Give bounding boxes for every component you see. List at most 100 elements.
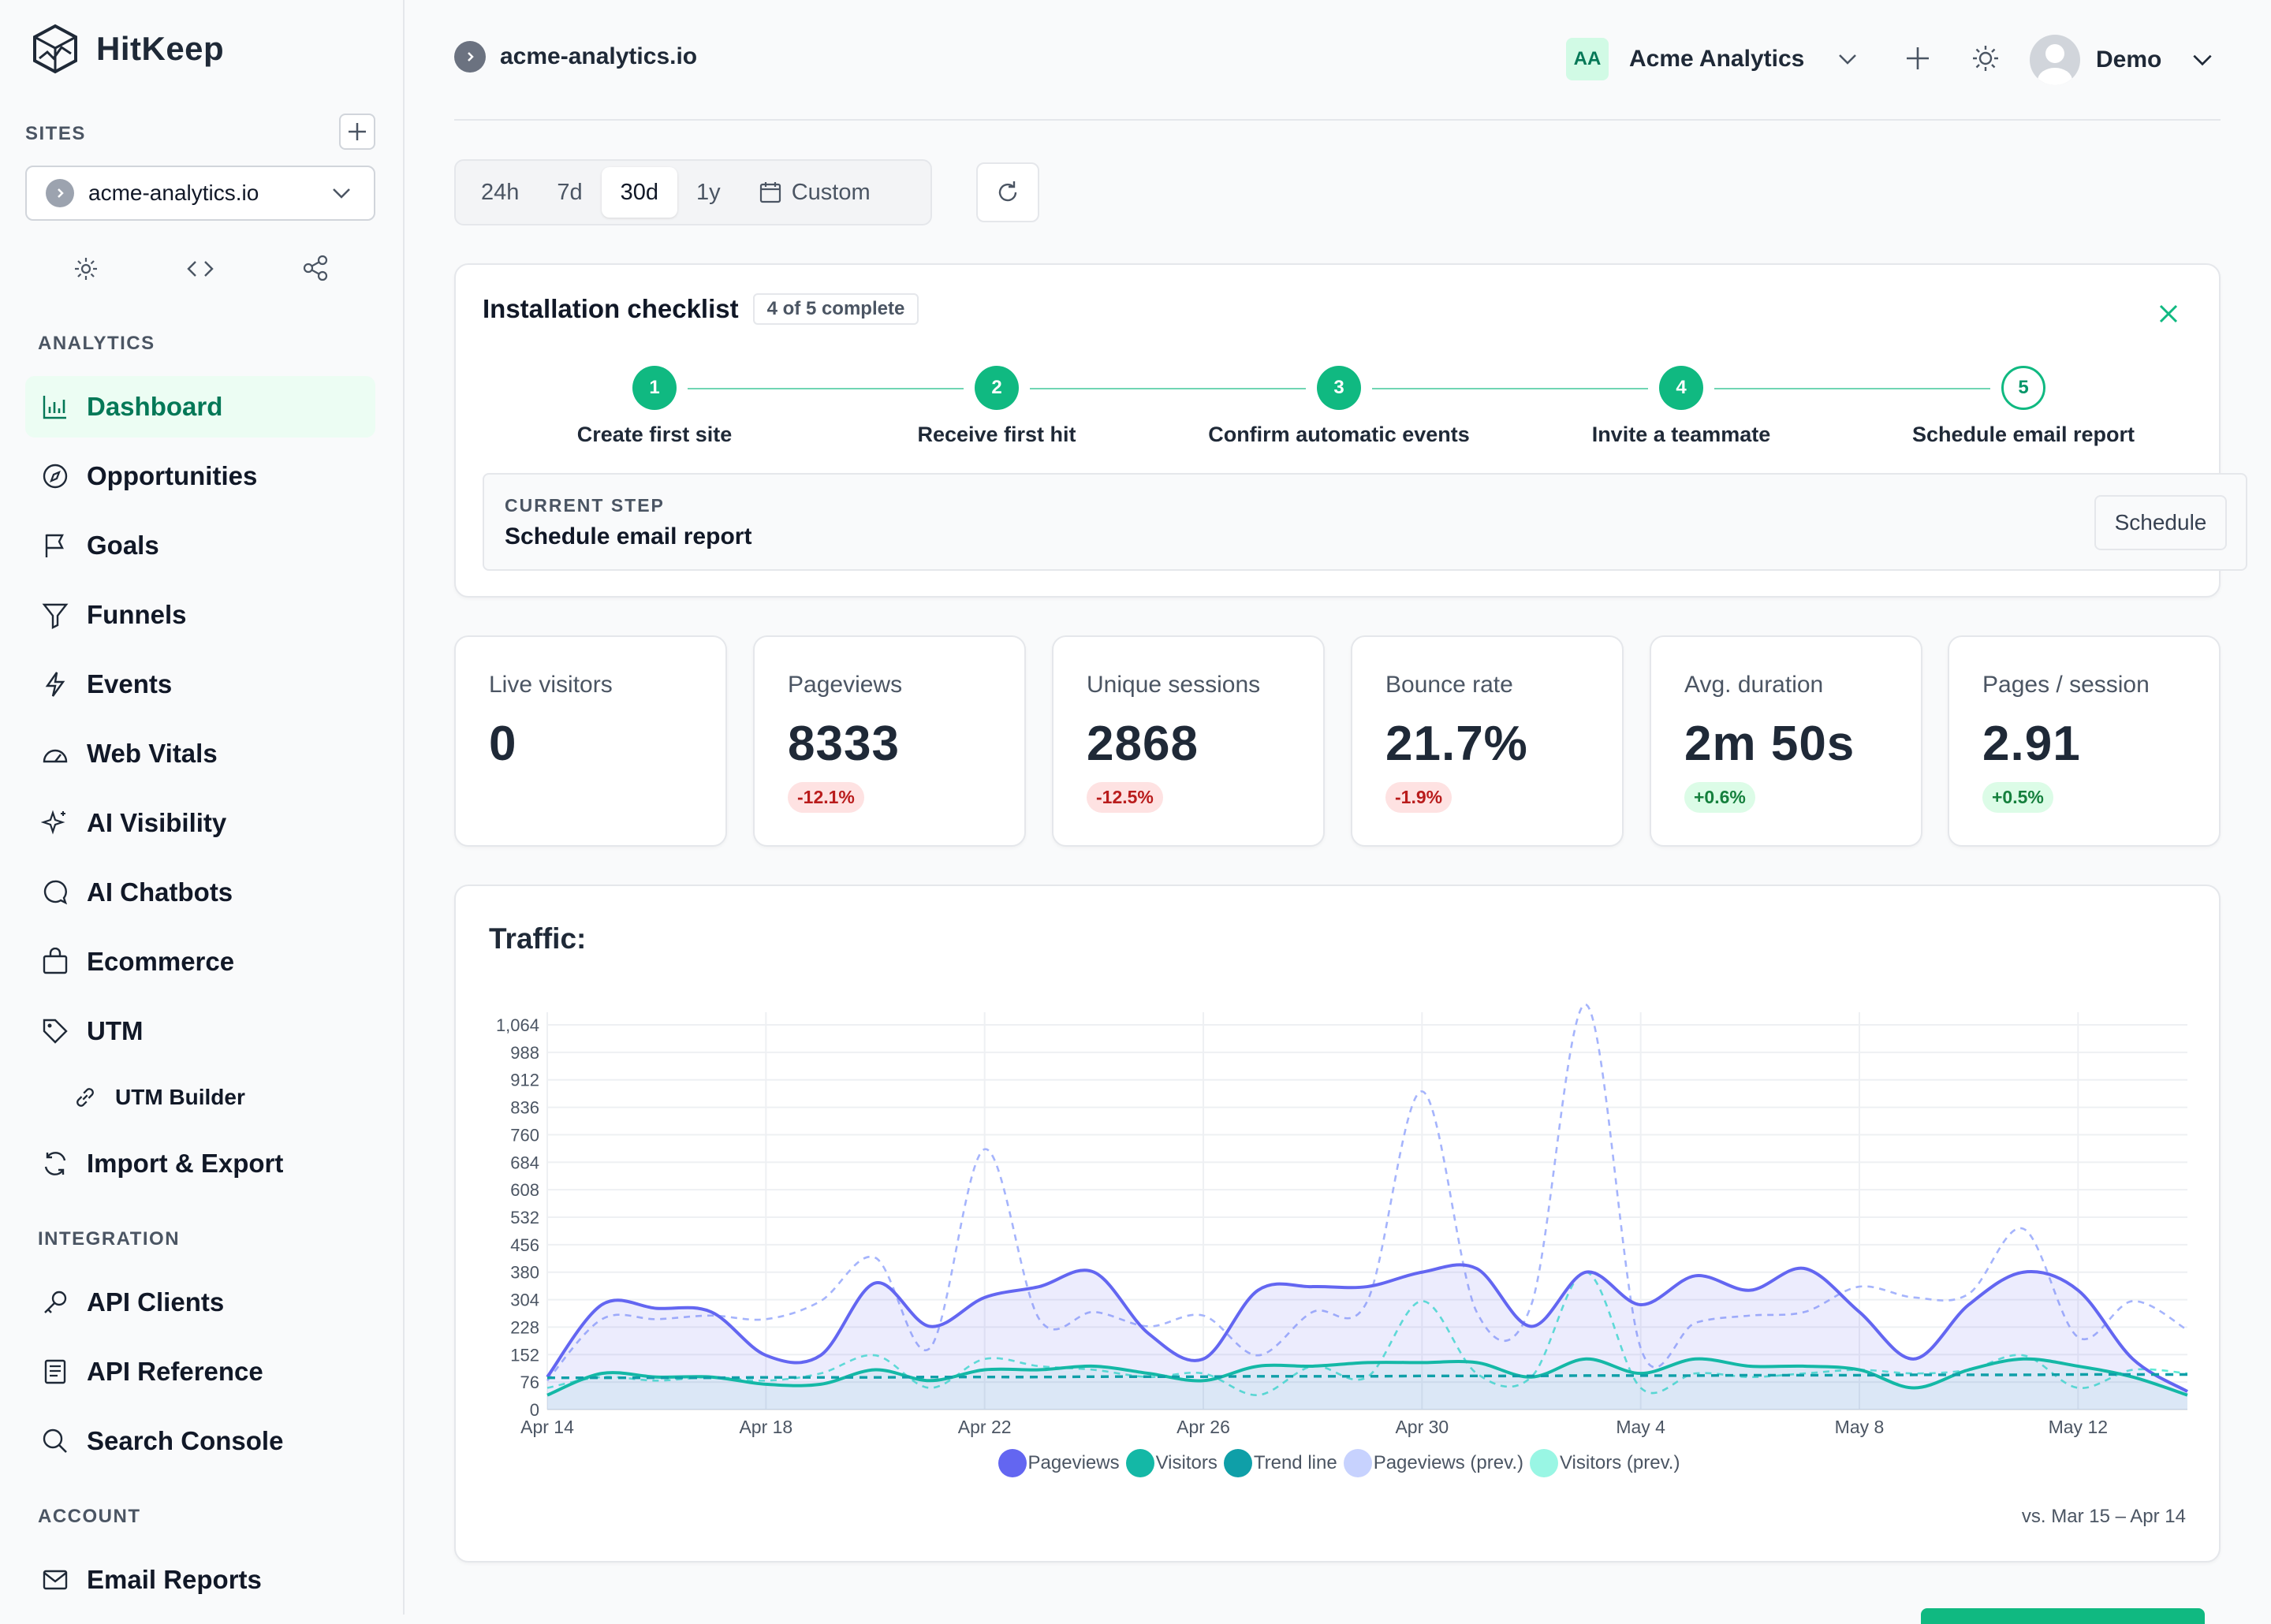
site-selector-value: acme-analytics.io [88, 181, 259, 205]
legend-swatch [1343, 1449, 1372, 1477]
nav-api-clients[interactable]: API Clients [25, 1272, 375, 1333]
add-plus-icon[interactable] [1904, 44, 1932, 73]
stat-card-bounce-rate[interactable]: Bounce rate 21.7% -1.9% [1351, 635, 1624, 847]
series-visitors-line[interactable] [546, 1357, 2188, 1397]
nav-opportunities[interactable]: Opportunities [25, 445, 375, 507]
legend-item[interactable]: Pageviews (prev.) [1343, 1449, 1523, 1477]
range-30d[interactable]: 30d [601, 167, 678, 218]
sidebar: HitKeep SITES acme-analytics.io ANALYTIC… [0, 0, 405, 1615]
stat-change-badge: +0.6% [1684, 782, 1755, 813]
nav-events[interactable]: Events [25, 654, 375, 715]
legend-label: Pageviews [1027, 1452, 1120, 1473]
step-1-label: Create first site [576, 423, 733, 446]
close-icon[interactable] [2156, 301, 2181, 326]
x-tick-label: May 8 [1835, 1417, 1885, 1437]
step-3-circle[interactable]: 3 [1317, 366, 1361, 410]
step-connector [1714, 388, 1990, 389]
x-tick-label: Apr 30 [1395, 1417, 1449, 1437]
checklist-progress-badge: 4 of 5 complete [752, 293, 919, 325]
plus-icon [349, 123, 366, 140]
legend-swatch [1529, 1449, 1558, 1477]
nav-ai-visibility[interactable]: AI Visibility [25, 792, 375, 854]
schedule-button[interactable]: Schedule [2094, 495, 2227, 550]
add-site-button[interactable] [339, 114, 375, 150]
stat-label: Bounce rate [1385, 672, 1513, 698]
nav-label: Funnels [87, 600, 187, 629]
stat-card-live-visitors[interactable]: Live visitors 0 [454, 635, 727, 847]
y-tick-label: 608 [510, 1180, 539, 1200]
legend-item[interactable]: Visitors (prev.) [1529, 1449, 1680, 1477]
bolt-icon [45, 672, 65, 697]
nav-import-export[interactable]: Import & Export [25, 1133, 375, 1194]
nav-email-reports[interactable]: Email Reports [25, 1549, 375, 1611]
series-visitors-prev-line[interactable] [546, 1271, 2188, 1396]
y-tick-label: 988 [510, 1043, 539, 1063]
calendar-icon [759, 182, 781, 203]
range-custom[interactable]: Custom [740, 167, 889, 218]
stat-card-avg-duration[interactable]: Avg. duration 2m 50s +0.6% [1650, 635, 1922, 847]
legend-item[interactable]: Pageviews [998, 1449, 1120, 1477]
range-1y[interactable]: 1y [696, 179, 721, 205]
y-tick-label: 76 [520, 1373, 539, 1392]
legend-item[interactable]: Trend line [1223, 1449, 1337, 1477]
refresh-button[interactable] [976, 162, 1039, 222]
site-selector[interactable]: acme-analytics.io [25, 166, 375, 221]
user-avatar [2030, 35, 2080, 85]
installation-checklist-card: Installation checklist 4 of 5 complete 1… [454, 263, 2247, 598]
footer-action-button[interactable] [1921, 1608, 2205, 1624]
nav-label: Search Console [87, 1426, 284, 1455]
nav-label: UTM Builder [115, 1085, 245, 1109]
y-tick-label: 836 [510, 1098, 539, 1118]
code-icon[interactable] [186, 255, 214, 282]
nav-label: Ecommerce [87, 947, 235, 976]
user-menu[interactable]: Demo [2030, 35, 2215, 85]
series-pageviews-prev-line[interactable] [546, 1003, 2188, 1382]
legend-swatch [998, 1449, 1027, 1477]
series-pageviews-line[interactable] [546, 1263, 2189, 1393]
org-switcher[interactable]: AA Acme Analytics [1566, 38, 1859, 80]
series-pageviews-area [547, 1265, 2187, 1410]
stat-card-unique-sessions[interactable]: Unique sessions 2868 -12.5% [1052, 635, 1325, 847]
nav-ecommerce[interactable]: Ecommerce [25, 931, 375, 993]
logo[interactable]: HitKeep [32, 24, 224, 74]
share-icon[interactable] [301, 254, 330, 282]
series-trend-line-line[interactable] [546, 1373, 2187, 1380]
nav-label: Opportunities [87, 461, 258, 490]
chevron-down-icon [2193, 54, 2212, 66]
nav-search-console[interactable]: Search Console [25, 1410, 375, 1472]
nav-dashboard[interactable]: Dashboard [25, 376, 375, 438]
nav-utm[interactable]: UTM [25, 1000, 375, 1062]
sparkle-icon [41, 810, 65, 835]
nav-label: Import & Export [87, 1149, 284, 1178]
step-4-circle[interactable]: 4 [1659, 366, 1703, 410]
step-1-circle[interactable]: 1 [632, 366, 677, 410]
stat-card-pages-per-session[interactable]: Pages / session 2.91 +0.5% [1948, 635, 2221, 847]
legend-item[interactable]: Visitors [1125, 1449, 1218, 1477]
stat-card-pageviews[interactable]: Pageviews 8333 -12.1% [753, 635, 1026, 847]
nav-utm-builder[interactable]: UTM Builder [25, 1067, 375, 1128]
nav-ai-chatbots[interactable]: AI Chatbots [25, 862, 375, 923]
header-site[interactable]: acme-analytics.io [454, 41, 697, 73]
site-settings-gear-icon[interactable] [73, 255, 99, 282]
nav-funnels[interactable]: Funnels [25, 584, 375, 646]
nav-web-vitals[interactable]: Web Vitals [25, 723, 375, 784]
range-24h[interactable]: 24h [481, 179, 520, 205]
y-tick-label: 684 [510, 1153, 539, 1172]
x-tick-label: Apr 26 [1177, 1417, 1230, 1437]
traffic-chart[interactable]: 0 76 152 228 304 380 456 532 608 684 760 836 912 988 1… [456, 886, 2222, 1454]
nav-api-reference[interactable]: API Reference [25, 1341, 375, 1402]
nav-label: Web Vitals [87, 739, 218, 768]
document-icon [44, 1359, 66, 1384]
nav-label: Goals [87, 531, 159, 560]
nav-goals[interactable]: Goals [25, 515, 375, 576]
step-2-circle[interactable]: 2 [975, 366, 1019, 410]
theme-sun-icon[interactable] [1971, 44, 2000, 73]
nav-label: Email Reports [87, 1565, 262, 1594]
step-5-circle[interactable]: 5 [2001, 366, 2045, 410]
bag-icon [43, 948, 68, 974]
stat-value: 2m 50s [1684, 717, 1855, 771]
funnel-icon [42, 603, 69, 629]
range-7d[interactable]: 7d [557, 179, 583, 205]
header-site-chevron-icon [454, 41, 486, 73]
y-tick-label: 760 [510, 1125, 539, 1145]
